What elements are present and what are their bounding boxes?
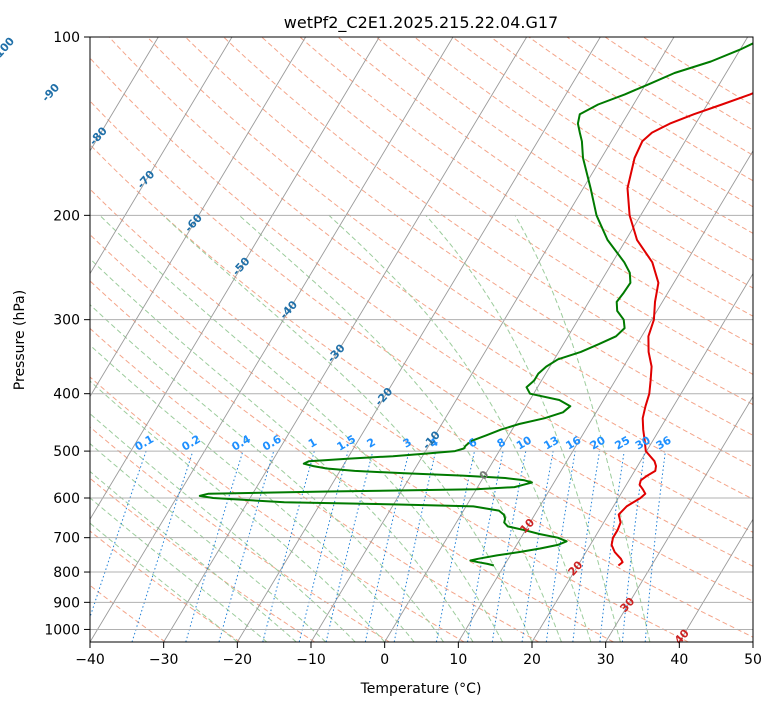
y-tick-label: 300 <box>53 313 80 329</box>
y-tick-label: 700 <box>53 531 80 547</box>
y-tick-label: 500 <box>53 444 80 460</box>
x-axis-title: Temperature (°C) <box>360 681 482 697</box>
y-tick-label: 200 <box>53 208 80 224</box>
y-tick-label: 900 <box>53 595 80 611</box>
y-axis-title: Pressure (hPa) <box>12 290 28 390</box>
chart-title: wetPf2_C2E1.2025.215.22.04.G17 <box>284 13 558 33</box>
x-tick-label: 0 <box>380 652 389 668</box>
x-tick-label: 40 <box>670 652 688 668</box>
x-tick-label: −40 <box>75 652 105 668</box>
x-tick-label: 30 <box>597 652 615 668</box>
x-tick-label: 10 <box>449 652 467 668</box>
y-tick-label: 600 <box>53 491 80 507</box>
x-tick-label: −10 <box>296 652 326 668</box>
x-tick-label: 20 <box>523 652 541 668</box>
x-tick-label: −30 <box>149 652 179 668</box>
y-tick-label: 800 <box>53 565 80 581</box>
x-tick-label: 50 <box>744 652 762 668</box>
y-tick-label: 100 <box>53 30 80 46</box>
y-tick-label: 1000 <box>44 622 80 638</box>
x-tick-label: −20 <box>223 652 253 668</box>
y-tick-label: 400 <box>53 387 80 403</box>
